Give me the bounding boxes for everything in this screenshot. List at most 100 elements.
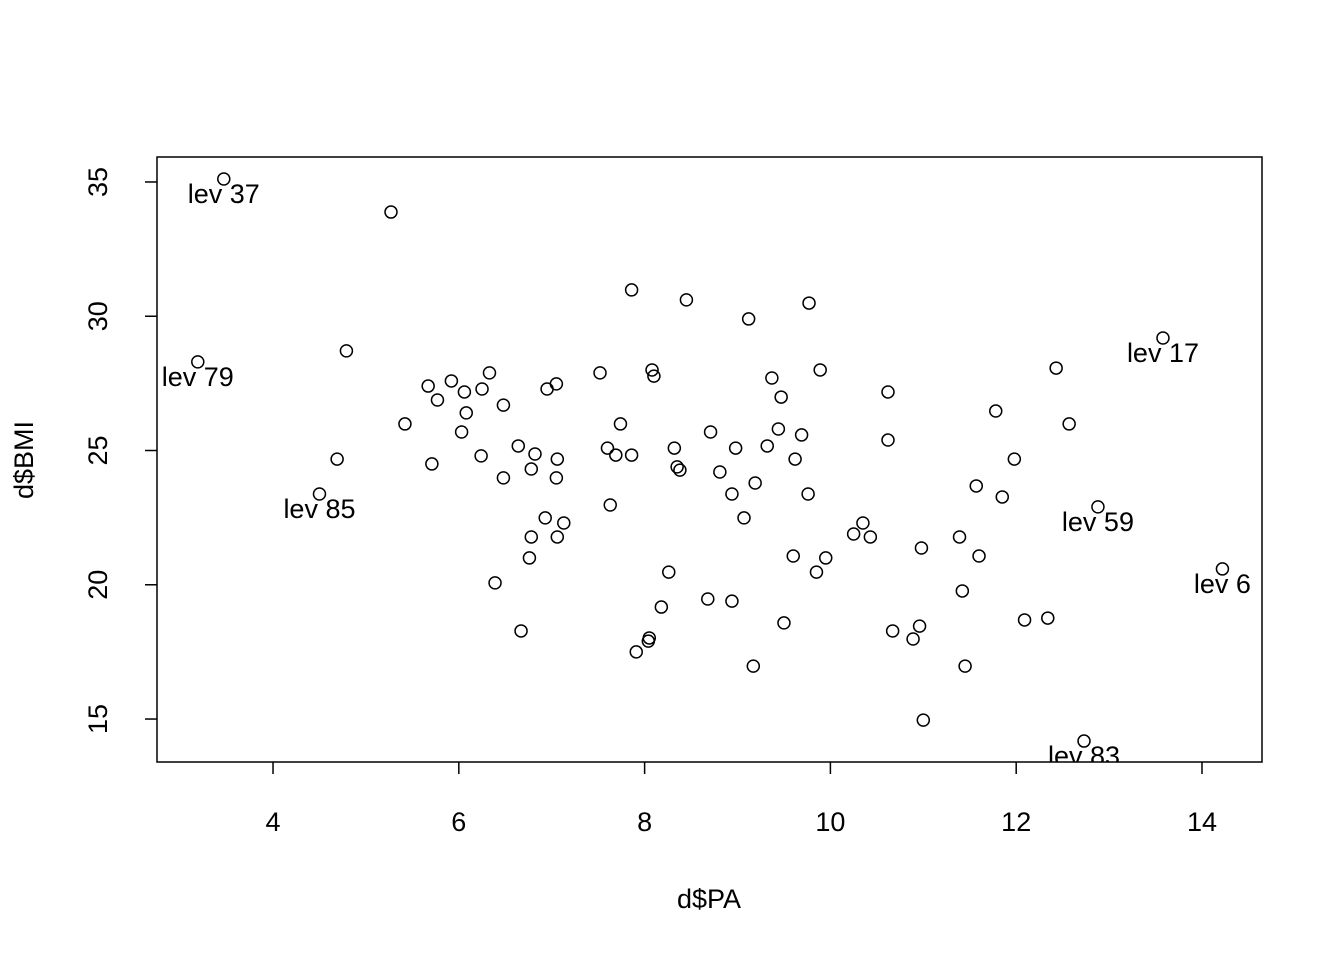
point	[421, 379, 435, 393]
point	[955, 584, 970, 598]
point	[482, 366, 497, 380]
point	[549, 471, 564, 485]
y-tick-label: 15	[83, 704, 113, 734]
point	[624, 283, 639, 297]
point	[881, 385, 895, 399]
point	[725, 487, 739, 501]
point	[1156, 331, 1170, 345]
point-label: lev 6	[1194, 569, 1251, 599]
point	[1062, 417, 1076, 431]
point	[540, 382, 554, 396]
point	[788, 452, 802, 466]
x-tick-label: 12	[1001, 807, 1031, 837]
point	[1049, 361, 1063, 375]
point	[809, 565, 824, 579]
point	[1041, 611, 1055, 625]
point	[802, 296, 816, 310]
point	[969, 479, 984, 493]
point	[912, 619, 927, 633]
point	[511, 439, 526, 453]
point	[662, 565, 676, 579]
point	[914, 541, 929, 555]
point	[217, 172, 231, 186]
point	[748, 476, 762, 490]
point	[881, 433, 895, 447]
x-tick-label: 6	[451, 807, 466, 837]
point	[703, 425, 718, 439]
point	[906, 632, 920, 646]
point	[1215, 562, 1230, 576]
point-label: lev 83	[1048, 741, 1120, 771]
point-label: lev 59	[1062, 507, 1134, 537]
point	[916, 713, 931, 727]
x-tick-label: 4	[266, 807, 281, 837]
point	[701, 592, 715, 606]
point	[550, 452, 565, 466]
point	[846, 527, 861, 541]
point-label: lev 85	[283, 494, 355, 524]
point	[475, 382, 489, 396]
point	[514, 624, 528, 638]
point	[339, 344, 354, 358]
point	[522, 551, 537, 565]
point	[819, 551, 833, 565]
point	[786, 549, 800, 563]
y-tick-label: 25	[83, 435, 113, 465]
point	[488, 576, 502, 590]
point	[524, 462, 539, 476]
x-tick-label: 14	[1187, 807, 1217, 837]
point	[609, 448, 623, 462]
point	[777, 616, 791, 630]
point	[654, 600, 669, 614]
point	[647, 369, 661, 383]
point	[613, 417, 628, 431]
point	[885, 624, 900, 638]
point	[1017, 613, 1032, 627]
point	[524, 530, 539, 544]
point	[1007, 452, 1022, 466]
point	[457, 385, 472, 399]
y-tick-label: 20	[83, 570, 113, 600]
point	[989, 404, 1003, 418]
point	[673, 463, 687, 477]
point	[330, 452, 344, 466]
point	[760, 439, 774, 453]
point	[496, 398, 511, 412]
plot-area: lev 37 lev 79 lev 85 lev 59 lev 83 lev 17 lev …	[162, 179, 1251, 771]
point	[728, 441, 743, 455]
point	[972, 549, 986, 563]
point	[725, 594, 739, 608]
point	[856, 516, 870, 530]
point	[746, 659, 761, 673]
point	[667, 441, 682, 455]
point	[1091, 500, 1105, 514]
point	[459, 406, 474, 420]
point	[528, 447, 542, 461]
point	[765, 371, 779, 385]
point	[444, 374, 459, 388]
point	[771, 422, 786, 436]
plot-frame	[156, 156, 1263, 763]
point	[741, 312, 756, 326]
point	[1077, 734, 1091, 748]
point	[713, 465, 727, 479]
x-tick-label: 10	[815, 807, 845, 837]
x-axis-label: d$PA	[677, 884, 741, 914]
y-axis-label: d$BMI	[9, 421, 39, 499]
point-label: lev 17	[1127, 338, 1199, 368]
point-label: lev 79	[162, 362, 234, 392]
point-label: lev 37	[188, 179, 260, 209]
point	[593, 366, 607, 380]
point	[550, 530, 565, 544]
point	[474, 449, 488, 463]
point	[679, 293, 694, 307]
point	[600, 441, 615, 455]
point	[737, 511, 751, 525]
point	[425, 457, 439, 471]
point	[801, 487, 815, 501]
point	[549, 377, 564, 391]
point	[813, 363, 827, 377]
point	[794, 428, 809, 442]
point	[774, 390, 788, 404]
